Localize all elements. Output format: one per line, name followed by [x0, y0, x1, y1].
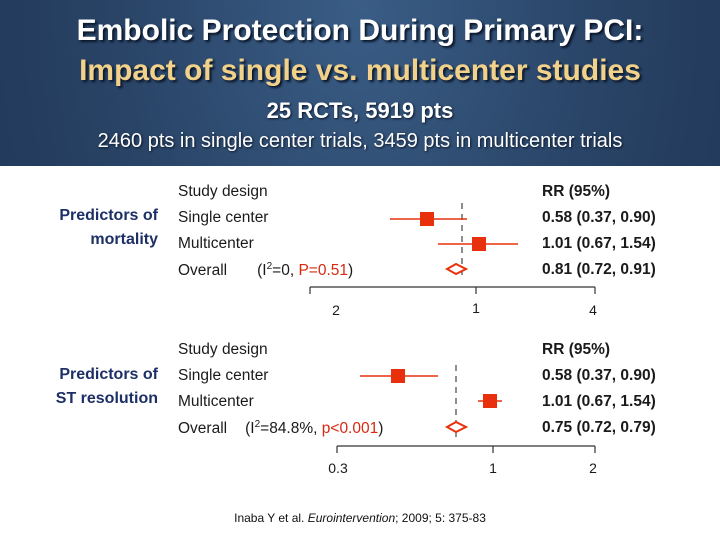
plot1-diamond-overall — [444, 262, 469, 276]
plot2-row-multicenter: Multicenter — [178, 393, 254, 410]
slide-title-line2: Impact of single vs. multicenter studies — [79, 54, 641, 87]
plot1-overall-label: Overall — [178, 262, 228, 280]
forest-plot-panel — [0, 166, 720, 540]
plot2-het-i2: =84.8%, — [260, 420, 322, 438]
plot2-marker-multi — [483, 394, 497, 408]
plot2-rr-header: RR (95%) — [542, 341, 611, 358]
plot2-rr-overall: 0.75 (0.72, 0.79) — [542, 419, 656, 436]
citation-rest: ; 2009; 5: 375-83 — [395, 511, 486, 525]
plot2-rr-multi: 1.01 (0.67, 1.54) — [542, 393, 656, 410]
plot1-rr-single: 0.58 (0.37, 0.90) — [542, 209, 656, 226]
plot1-rr-multi: 1.01 (0.67, 1.54) — [542, 235, 656, 252]
slide-detail: 2460 pts in single center trials, 3459 p… — [97, 130, 623, 152]
plot1-study-design-header: Study design — [178, 183, 268, 200]
plot2-tick-1: 1 — [489, 460, 497, 476]
plot2-het-p: p<0.001 — [321, 420, 379, 438]
plot1-marker-multi — [472, 237, 486, 251]
plot1-predictor-line1: Predictors of — [59, 207, 158, 224]
plot1-het-i2: =0, — [272, 262, 299, 280]
citation-authors: Inaba Y et al. — [234, 511, 308, 525]
plot1-row-single-center: Single center — [178, 209, 269, 226]
plot2-predictor-line2: ST resolution — [55, 390, 158, 407]
plot1-predictor-label: Predictors of mortality — [0, 204, 158, 252]
slide-subtitle: 25 RCTs, 5919 pts — [266, 98, 454, 123]
plot1-tick-4: 4 — [589, 302, 597, 318]
plot2-het-prefix: (I — [245, 420, 255, 438]
plot2-predictor-line1: Predictors of — [59, 366, 158, 383]
citation-journal: Eurointervention — [307, 511, 396, 525]
plot1-row-multicenter: Multicenter — [178, 235, 254, 252]
plot1-tick-1: 1 — [472, 300, 480, 316]
plot2-overall-label: Overall — [178, 420, 228, 438]
plot1-predictor-line2: mortality — [90, 231, 158, 248]
plot1-tick-2: 2 — [332, 302, 340, 318]
citation: Inaba Y et al. Eurointervention; 2009; 5… — [0, 511, 720, 525]
plot2-predictor-label: Predictors of ST resolution — [0, 363, 158, 411]
plot2-marker-single — [391, 369, 405, 383]
plot1-het-prefix: (I — [257, 262, 267, 280]
plot2-row-overall: Overall (I2=84.8%, p<0.001) — [178, 419, 383, 438]
plot2-het-sup: 2 — [254, 419, 261, 430]
plot1-het-p: P=0.51 — [298, 262, 348, 280]
plot2-tick-0-3: 0.3 — [328, 460, 348, 476]
plot1-rr-header: RR (95%) — [542, 183, 611, 200]
plot2-diamond-overall — [444, 420, 469, 434]
plot2-row-single-center: Single center — [178, 367, 269, 384]
plot2-study-design-header: Study design — [178, 341, 268, 358]
plot2-rr-single: 0.58 (0.37, 0.90) — [542, 367, 656, 384]
slide-title-line1: Embolic Protection During Primary PCI: — [76, 14, 644, 47]
plot1-row-overall: Overall (I2=0, P=0.51) — [178, 261, 353, 280]
plot1-het-close: ) — [348, 262, 354, 280]
plot2-het-close: ) — [378, 420, 384, 438]
plot1-marker-single — [420, 212, 434, 226]
plot2-tick-2: 2 — [589, 460, 597, 476]
plot1-het-sup: 2 — [266, 261, 273, 272]
plot1-rr-overall: 0.81 (0.72, 0.91) — [542, 261, 656, 278]
